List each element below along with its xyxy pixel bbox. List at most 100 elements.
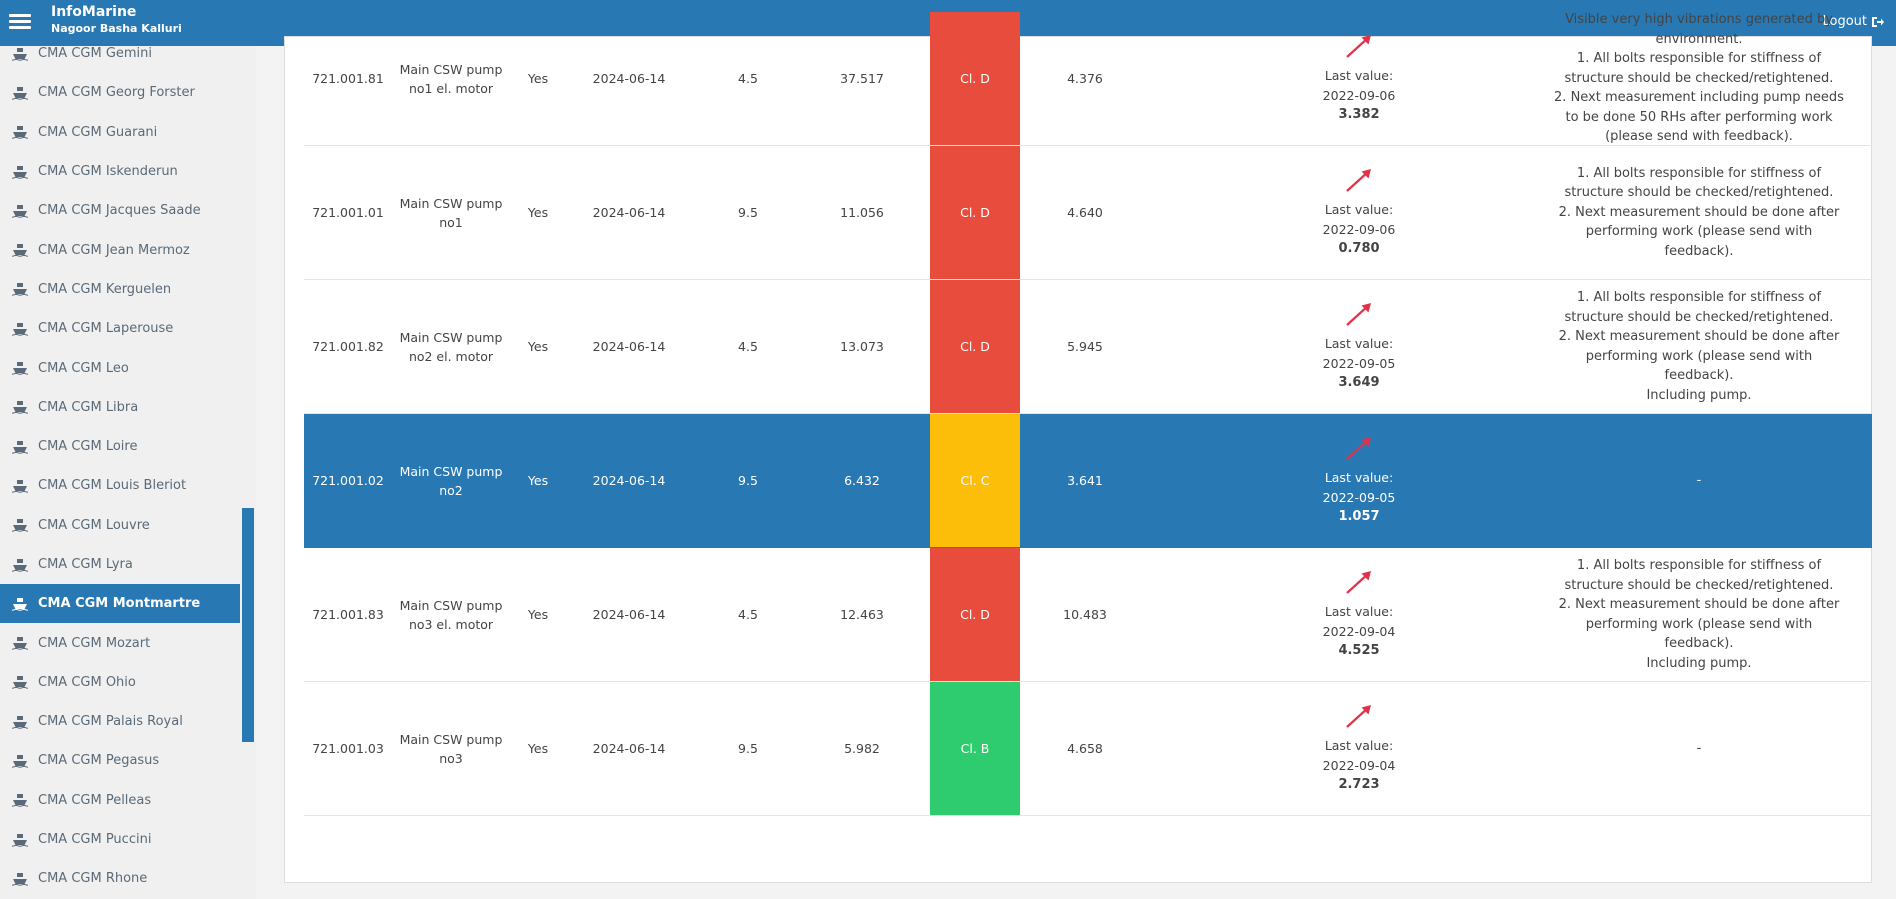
sidebar-item[interactable]: CMA CGM Iskenderun xyxy=(0,152,240,191)
sidebar-item[interactable]: CMA CGM Pegasus xyxy=(0,741,240,780)
class-badge: Cl. D xyxy=(930,146,1020,279)
sidebar-item[interactable]: CMA CGM Rhone xyxy=(0,859,240,898)
ship-icon xyxy=(12,558,28,572)
sidebar-item-label: CMA CGM Ohio xyxy=(38,674,136,690)
measurement-date: 2024-06-14 xyxy=(592,741,666,756)
class-badge: Cl. D xyxy=(930,280,1020,413)
sidebar-item[interactable]: CMA CGM Jean Mermoz xyxy=(0,230,240,269)
recommendation: - xyxy=(1696,472,1702,488)
point-name: Main CSW pump no3 el. motor xyxy=(399,597,503,632)
sidebar-item-label: CMA CGM Montmartre xyxy=(38,596,201,612)
sidebar-item[interactable]: CMA CGM Jacques Saade xyxy=(0,191,240,230)
sidebar-item-label: CMA CGM Loire xyxy=(38,439,138,455)
sidebar-item[interactable]: CMA CGM Gemini xyxy=(0,46,240,73)
checked-value: Yes xyxy=(527,741,549,756)
point-name: Main CSW pump no2 el. motor xyxy=(399,329,503,364)
point-name: Main CSW pump no3 xyxy=(399,731,503,766)
measured-value: 12.463 xyxy=(840,607,884,622)
sidebar-item-label: CMA CGM Gemini xyxy=(38,46,153,62)
recommendation: Visible very high vibrations generated b… xyxy=(1554,12,1844,145)
last-value: 4.525 xyxy=(1338,643,1380,659)
sidebar-item[interactable]: CMA CGM Louvre xyxy=(0,506,240,545)
sidebar-scrollbar[interactable] xyxy=(242,508,254,742)
ship-icon xyxy=(12,126,28,139)
ship-icon xyxy=(12,794,28,807)
limit-value: 9.5 xyxy=(738,205,758,220)
last-date: 2022-09-06 xyxy=(1322,221,1396,237)
sidebar-item[interactable]: CMA CGM Louis Bleriot xyxy=(0,466,240,505)
sidebar-item-label: CMA CGM Louis Bleriot xyxy=(38,478,187,494)
ship-icon xyxy=(12,833,28,847)
sidebar-item-label: CMA CGM Mozart xyxy=(38,635,151,651)
logout-button[interactable]: Logout xyxy=(1822,14,1884,29)
sidebar-item[interactable]: CMA CGM Guarani xyxy=(0,113,240,152)
trend-cell: Last value: 2022-09-05 3.649 xyxy=(1224,280,1494,413)
trend-label: Last value: xyxy=(1324,68,1394,84)
app-title: InfoMarine xyxy=(51,4,137,20)
point-code: 721.001.03 xyxy=(312,741,384,756)
last-date: 2022-09-04 xyxy=(1322,757,1396,773)
trend-label: Last value: xyxy=(1324,604,1394,620)
limit-value: 4.5 xyxy=(738,607,758,622)
measurement-date: 2024-06-14 xyxy=(592,339,666,354)
ship-icon xyxy=(12,754,28,768)
sidebar-item-label: CMA CGM Libra xyxy=(38,399,139,415)
main-content: 721.001.81 Main CSW pump no1 el. motor Yes… xyxy=(256,12,1896,899)
sidebar-item-label: CMA CGM Rhone xyxy=(38,871,148,887)
trend-label: Last value: xyxy=(1324,202,1394,218)
brand: InfoMarine Nagoor Basha Kalluri xyxy=(51,4,182,37)
recommendation: - xyxy=(1696,740,1702,756)
recommendation: 1. All bolts responsible for stiffness o… xyxy=(1558,165,1840,259)
ship-icon xyxy=(12,401,28,415)
sidebar-item[interactable]: CMA CGM Kerguelen xyxy=(0,270,240,309)
trend-up-arrow-icon xyxy=(1346,303,1371,327)
checked-value: Yes xyxy=(527,607,549,622)
point-name: Main CSW pump no1 el. motor xyxy=(399,61,503,96)
hamburger-menu-icon[interactable] xyxy=(9,11,31,33)
last-date: 2022-09-06 xyxy=(1322,87,1396,103)
last-value: 3.649 xyxy=(1338,375,1380,391)
ship-icon xyxy=(12,637,28,650)
sidebar-item[interactable]: CMA CGM Laperouse xyxy=(0,309,240,348)
table-row[interactable]: 721.001.81 Main CSW pump no1 el. motor Yes… xyxy=(304,12,1872,146)
ship-icon xyxy=(12,362,28,375)
sidebar-item[interactable]: CMA CGM Libra xyxy=(0,388,240,427)
table-row[interactable]: 721.001.02 Main CSW pump no2 Yes 2024-06-14… xyxy=(304,414,1872,548)
sidebar-item[interactable]: CMA CGM Puccini xyxy=(0,820,240,859)
sidebar-item-label: CMA CGM Leo xyxy=(38,360,129,376)
sidebar-item[interactable]: CMA CGM Palais Royal xyxy=(0,702,240,741)
sidebar-item-label: CMA CGM Lyra xyxy=(38,557,133,572)
measured-value: 5.982 xyxy=(844,741,880,756)
sidebar-item-label: CMA CGM Puccini xyxy=(38,832,152,848)
table-row[interactable]: 721.001.83 Main CSW pump no3 el. motor Yes… xyxy=(304,548,1872,682)
ship-icon xyxy=(12,204,28,218)
vessel-list: CMA CGM Gemini CMA CGM Georg Forster CMA C… xyxy=(0,46,240,899)
last-date: 2022-09-04 xyxy=(1322,623,1396,639)
trend-up-arrow-icon xyxy=(1346,437,1371,461)
point-name: Main CSW pump no2 xyxy=(399,463,503,498)
last-value: 1.057 xyxy=(1338,509,1380,525)
trend-up-arrow-icon xyxy=(1346,169,1371,193)
trend-cell: Last value: 2022-09-06 0.780 xyxy=(1224,146,1494,279)
sidebar-item-label: CMA CGM Jean Mermoz xyxy=(38,242,190,258)
sidebar-item-label: CMA CGM Louvre xyxy=(38,517,150,533)
ship-icon xyxy=(12,676,28,690)
checked-value: Yes xyxy=(527,473,549,488)
sidebar-item[interactable]: CMA CGM Loire xyxy=(0,427,240,466)
sidebar-item[interactable]: CMA CGM Ohio xyxy=(0,663,240,702)
trend-up-arrow-icon xyxy=(1346,705,1371,729)
table-row[interactable]: 721.001.82 Main CSW pump no2 el. motor Yes… xyxy=(304,280,1872,414)
sidebar-item[interactable]: CMA CGM Georg Forster xyxy=(0,73,240,112)
previous-value: 4.658 xyxy=(1067,741,1103,756)
sidebar-item[interactable]: CMA CGM Leo xyxy=(0,348,240,387)
sidebar-item[interactable]: CMA CGM Pelleas xyxy=(0,781,240,820)
measurement-date: 2024-06-14 xyxy=(592,473,666,488)
ship-icon xyxy=(12,322,28,336)
sidebar-item[interactable]: CMA CGM Mozart xyxy=(0,623,240,662)
ship-icon xyxy=(12,519,28,532)
sidebar-item[interactable]: CMA CGM Montmartre xyxy=(0,584,240,624)
table-row[interactable]: 721.001.01 Main CSW pump no1 Yes 2024-06-14… xyxy=(304,146,1872,280)
measured-value: 6.432 xyxy=(844,473,880,488)
table-row[interactable]: 721.001.03 Main CSW pump no3 Yes 2024-06-14… xyxy=(304,682,1872,816)
sidebar-item[interactable]: CMA CGM Lyra xyxy=(0,545,240,584)
